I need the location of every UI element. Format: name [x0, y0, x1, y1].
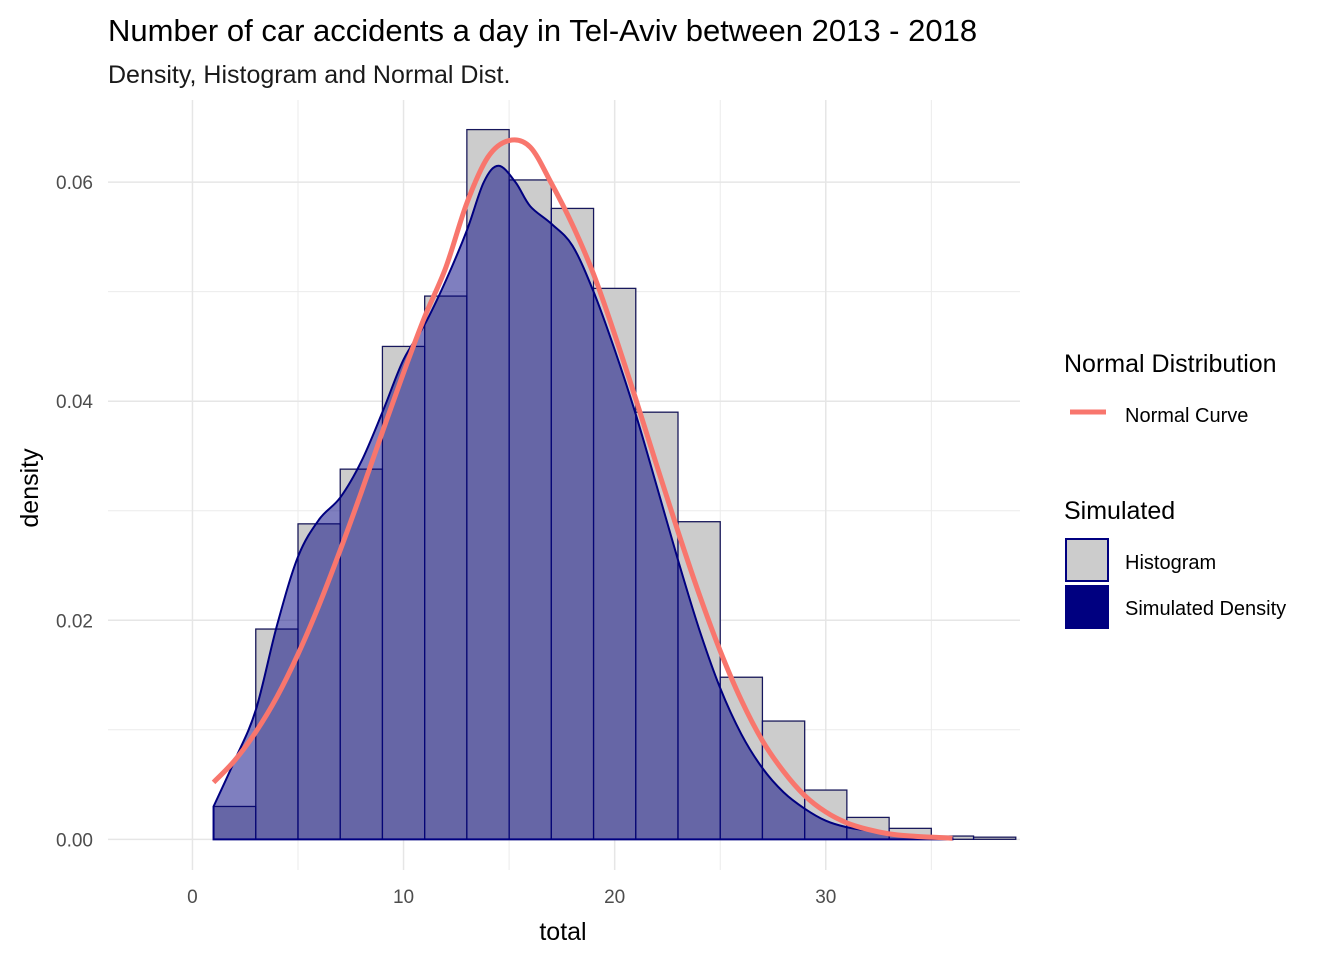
- legend-key-simulated-density: [1065, 585, 1109, 629]
- legend-label-simulated-density: Simulated Density: [1125, 598, 1286, 620]
- normal-curve: [211, 137, 953, 841]
- x-tick-label: 30: [815, 887, 836, 908]
- y-tick-label: 0.06: [56, 173, 93, 194]
- legend-label-normal-curve: Normal Curve: [1125, 405, 1248, 427]
- x-tick-label: 20: [604, 887, 625, 908]
- histogram-bar-outline-19: [972, 836, 1017, 840]
- x-axis-title: total: [539, 918, 586, 946]
- legend-title-simulated: Simulated: [1064, 497, 1175, 525]
- histogram-bar-outline-15: [804, 789, 848, 840]
- legend-title-normal: Normal Distribution: [1064, 350, 1277, 378]
- density-area-path: [212, 164, 954, 841]
- y-axis-ticks: 0.00 0.02 0.04 0.06: [56, 173, 93, 851]
- legend-label-histogram: Histogram: [1125, 552, 1216, 574]
- histogram-outlines: [212, 128, 1017, 840]
- x-axis-ticks: 0 10 20 30: [187, 887, 836, 908]
- chart-subtitle: Density, Histogram and Normal Dist.: [108, 61, 510, 89]
- y-tick-label: 0.00: [56, 830, 93, 851]
- legend: Normal Distribution Normal Curve Simulat…: [1064, 350, 1286, 629]
- x-tick-label: 10: [393, 887, 414, 908]
- x-tick-label: 0: [187, 887, 198, 908]
- normal-curve-line: [211, 137, 953, 841]
- y-axis-title: density: [16, 448, 44, 528]
- density-area: [212, 164, 954, 841]
- y-tick-label: 0.02: [56, 611, 93, 632]
- histogram-bar-outline-14: [761, 720, 806, 840]
- chart-title: Number of car accidents a day in Tel-Avi…: [108, 13, 977, 48]
- y-tick-label: 0.04: [56, 392, 93, 413]
- legend-key-histogram: [1065, 538, 1109, 582]
